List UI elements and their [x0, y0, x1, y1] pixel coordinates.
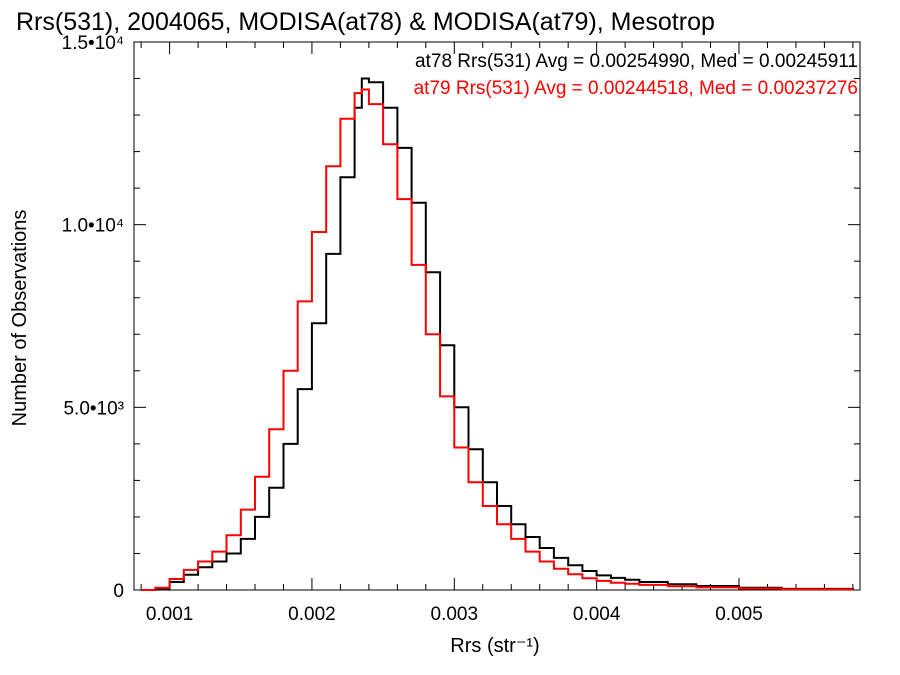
- legend-entry-2: at79 Rrs(531) Avg = 0.00244518, Med = 0.…: [414, 78, 858, 99]
- legend-entry-1: at78 Rrs(531) Avg = 0.00254990, Med = 0.…: [415, 51, 858, 72]
- axis-ticks: [134, 41, 860, 591]
- series-line-1: [141, 77, 854, 591]
- y-tick-label: 1.5•10⁴: [62, 33, 124, 54]
- series-lines: [141, 77, 854, 591]
- series-line-2: [141, 88, 854, 591]
- x-axis-label: Rrs (str⁻¹): [450, 635, 539, 657]
- x-tick-label: 0.001: [146, 604, 194, 625]
- y-tick-label: 5.0•10³: [63, 398, 124, 419]
- x-tick-label: 0.002: [288, 604, 336, 625]
- y-tick-label: 0: [113, 581, 124, 602]
- plot-frame: [133, 41, 861, 591]
- x-tick-label: 0.004: [573, 604, 621, 625]
- y-tick-label: 1.0•10⁴: [62, 216, 124, 237]
- legend: at78 Rrs(531) Avg = 0.00254990, Med = 0.…: [414, 51, 858, 99]
- x-tick-label: 0.005: [715, 604, 763, 625]
- tick-labels: 0.001 0.002 0.003 0.004 0.005 0 5.0•10³ 1.0•10⁴…: [62, 33, 763, 625]
- x-tick-label: 0.003: [431, 604, 479, 625]
- y-axis-label: Number of Observations: [9, 210, 31, 427]
- chart-title: Rrs(531), 2004065, MODISA(at78) & MODISA…: [16, 8, 715, 36]
